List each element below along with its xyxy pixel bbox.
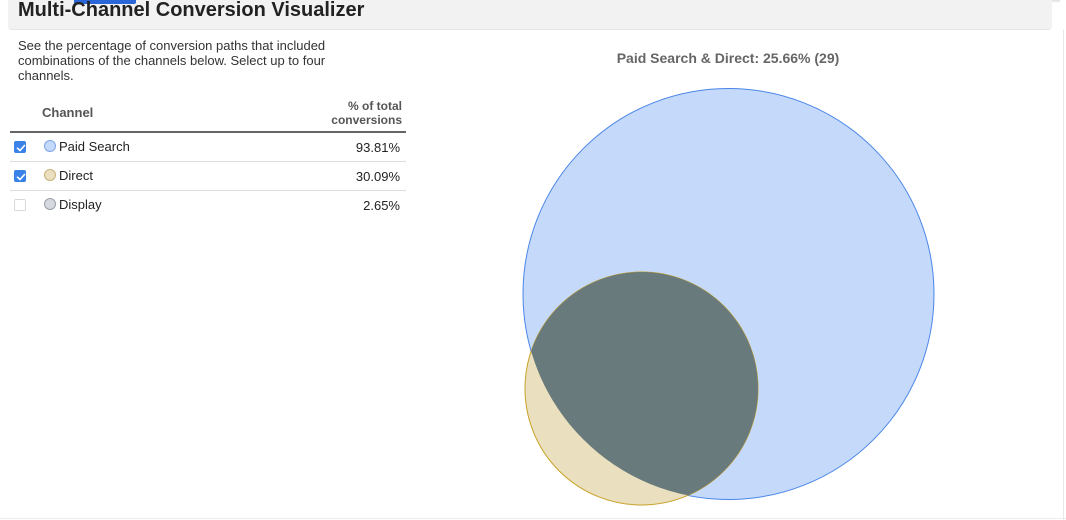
percent-column-header[interactable]: % of total conversions (331, 99, 402, 127)
channel-label: Paid Search (59, 139, 130, 154)
display-color-swatch (44, 198, 56, 210)
paid-search-color-swatch (44, 140, 56, 152)
channel-percent: 2.65% (363, 198, 400, 213)
right-border (1063, 30, 1064, 520)
table-row-display[interactable]: Display 2.65% (10, 191, 406, 219)
direct-color-swatch (44, 169, 56, 181)
header-bar (8, 0, 1052, 30)
table-row-direct[interactable]: Direct 30.09% (10, 162, 406, 191)
channel-label: Display (59, 197, 102, 212)
description-text: See the percentage of conversion paths t… (18, 38, 326, 83)
channel-percent: 30.09% (355, 169, 400, 184)
page-title: Multi-Channel Conversion Visualizer (18, 0, 365, 21)
channel-label: Direct (59, 168, 93, 183)
check-icon (16, 173, 26, 181)
channel-percent: 93.81% (355, 140, 400, 155)
active-tab-indicator (74, 0, 136, 4)
table-header: Channel % of total conversions (10, 96, 406, 133)
table-row-paid-search[interactable]: Paid Search 93.81% (10, 133, 406, 162)
display-checkbox[interactable] (14, 199, 26, 211)
direct-checkbox[interactable] (14, 170, 26, 182)
venn-title: Paid Search & Direct: 25.66% (29) (616, 50, 840, 66)
bottom-border (0, 518, 1066, 519)
paid-search-checkbox[interactable] (14, 141, 26, 153)
check-icon (16, 144, 26, 152)
channel-table: Channel % of total conversions Paid Sear… (10, 96, 406, 219)
channel-column-header: Channel (42, 105, 94, 120)
